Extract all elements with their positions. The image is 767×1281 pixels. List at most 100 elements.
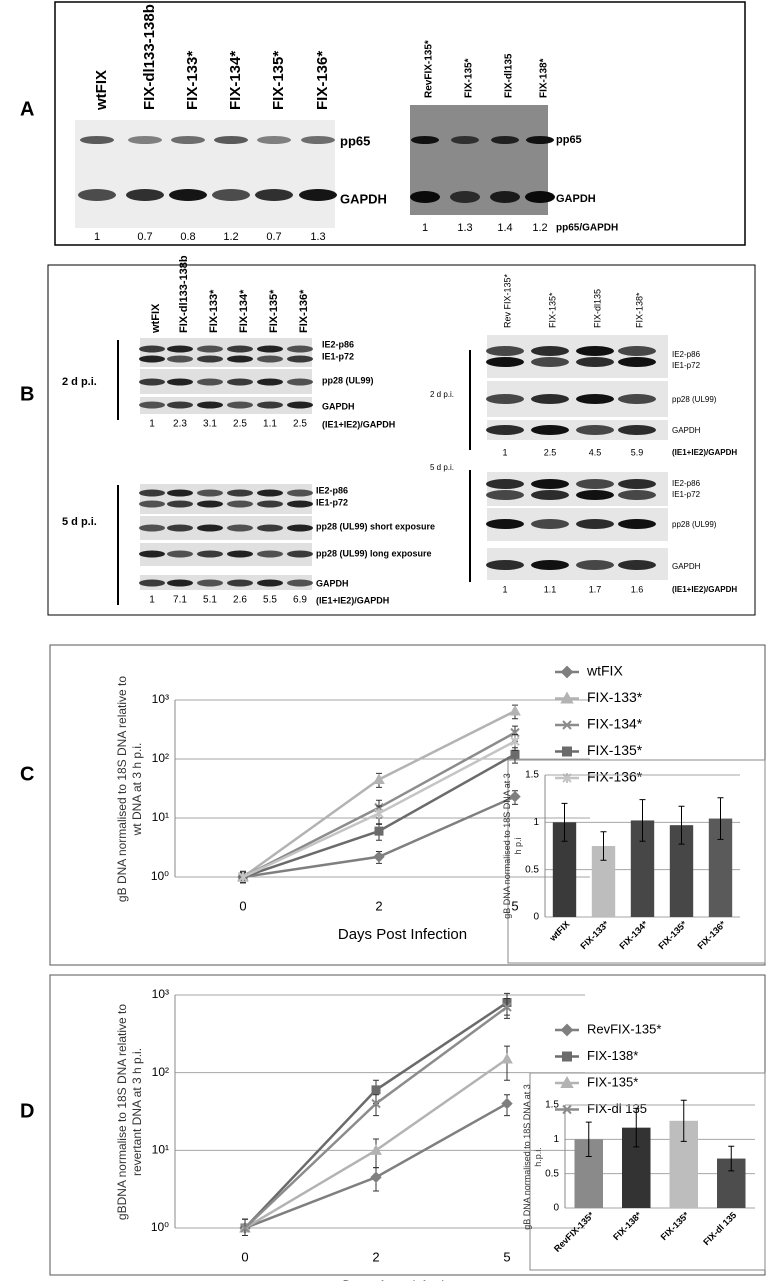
ratio: 1.7 <box>589 584 602 594</box>
blot-band <box>227 355 253 363</box>
row-label: pp28 (UL99) short exposure <box>316 521 435 531</box>
blot-band <box>526 136 554 144</box>
blot-band <box>531 519 569 529</box>
error-bar <box>678 805 685 845</box>
blot-band <box>531 357 569 367</box>
blot-band <box>167 524 193 532</box>
series-line <box>244 1006 508 1229</box>
data-point <box>371 1085 381 1095</box>
ratio: 7.1 <box>173 595 187 606</box>
blot-band <box>486 519 524 529</box>
ratio: 3.1 <box>203 419 217 430</box>
row-label: GAPDH <box>672 562 701 571</box>
blot-band <box>167 378 193 386</box>
row-label: IE1-p72 <box>672 361 701 370</box>
blot-band <box>410 191 440 203</box>
lane-label: FIX-135* <box>547 292 557 328</box>
blot-strip <box>140 516 312 540</box>
y-tick-label: 10² <box>152 1065 169 1079</box>
blot-band <box>139 401 165 409</box>
legend-marker <box>562 1104 572 1115</box>
legend-label: FIX-136* <box>587 769 643 785</box>
panel-label: D <box>20 1100 34 1122</box>
row-label: IE2-p86 <box>672 479 701 488</box>
blot-band <box>618 346 656 356</box>
x-axis-title: Days Post Infection <box>338 926 467 943</box>
blot-band <box>167 500 193 508</box>
blot-band <box>576 394 614 404</box>
y-tick-label: 1 <box>533 817 539 828</box>
blot-band <box>576 490 614 500</box>
data-point <box>509 790 521 803</box>
blot-band <box>486 560 524 570</box>
blot-band <box>450 191 480 203</box>
y-tick-label: 0.5 <box>525 864 539 875</box>
blot-image <box>75 120 335 228</box>
ratio: 5.1 <box>203 595 217 606</box>
ratio: 1.1 <box>544 584 557 594</box>
row-label: IE1-p72 <box>672 490 701 499</box>
blot-band <box>287 489 313 497</box>
blot-band <box>525 191 555 203</box>
bar <box>708 818 733 917</box>
blot-band <box>531 346 569 356</box>
row-label: IE1-p72 <box>316 497 348 507</box>
y-axis-title: gBDNA normalise to 18S DNA relative to r… <box>115 1003 144 1220</box>
time-label: 5 d p.i. <box>62 516 97 528</box>
ratio-label: (IE1+IE2)/GAPDH <box>316 595 389 605</box>
time-label: 5 d p.i. <box>430 463 454 472</box>
blot-band <box>618 519 656 529</box>
blot-band <box>80 136 114 144</box>
panel-label: B <box>20 383 34 405</box>
row-label: pp65 <box>556 134 582 146</box>
ratio: 4.5 <box>589 447 602 457</box>
ratio: 1.3 <box>310 231 325 243</box>
blot-band <box>257 524 283 532</box>
row-label: GAPDH <box>322 401 355 411</box>
row-label: pp65 <box>340 133 370 148</box>
y-tick-label: 10¹ <box>152 1143 169 1157</box>
blot-band <box>169 189 207 201</box>
blot-band <box>212 189 250 201</box>
blot-band <box>128 136 162 144</box>
ratio: 2.3 <box>173 419 187 430</box>
blot-band <box>287 378 313 386</box>
blot-band <box>411 136 439 144</box>
ratio: 1.2 <box>532 222 547 234</box>
ratio: 1 <box>502 584 507 594</box>
blot-band <box>287 550 313 558</box>
y-tick-label: 0.5 <box>545 1168 559 1179</box>
data-point <box>501 1097 513 1110</box>
blot-band <box>576 357 614 367</box>
blot-band <box>531 560 569 570</box>
blot-band <box>618 357 656 367</box>
ratio: 2.5 <box>233 419 247 430</box>
legend-label: FIX-135* <box>587 1074 638 1089</box>
blot-band <box>197 401 223 409</box>
blot-strip <box>140 575 312 590</box>
lane-label: FIX-138* <box>634 292 644 328</box>
lane-label: FIX-136* <box>298 289 310 333</box>
bar <box>630 820 655 917</box>
blot-band <box>227 345 253 353</box>
lane-label: FIX-138* <box>539 58 550 98</box>
panel-label: C <box>20 763 34 785</box>
blot-band <box>287 345 313 353</box>
time-label: 2 d p.i. <box>430 390 454 399</box>
ratio: 1 <box>502 447 507 457</box>
blot-band <box>255 189 293 201</box>
blot-band <box>490 191 520 203</box>
data-point <box>502 1002 512 1012</box>
blot-band <box>576 560 614 570</box>
blot-band <box>576 519 614 529</box>
ratio: 2.5 <box>293 419 307 430</box>
blot-band <box>257 489 283 497</box>
data-point <box>238 872 248 882</box>
lane-label: FIX-134* <box>227 51 244 110</box>
ratio: 1.4 <box>497 222 512 234</box>
error-bar <box>633 1107 640 1148</box>
data-point <box>373 773 385 784</box>
blot-band <box>78 189 116 201</box>
blot-strip <box>487 472 668 506</box>
